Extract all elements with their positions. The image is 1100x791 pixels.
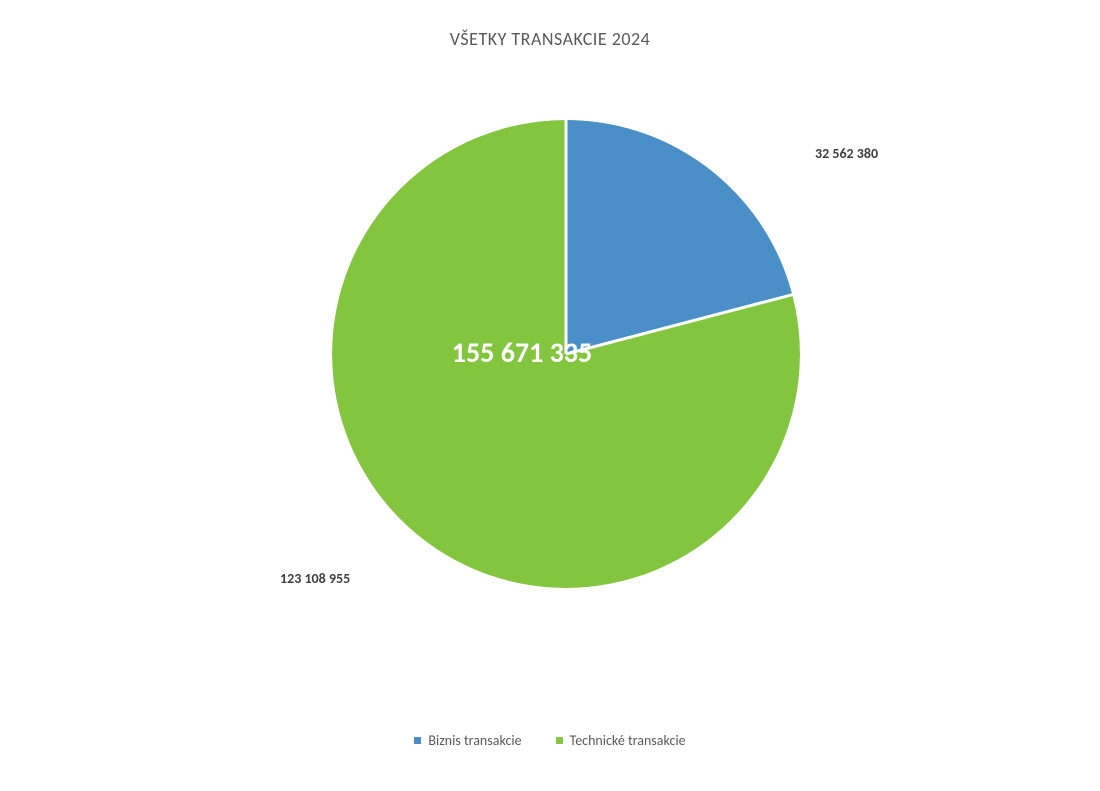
legend-marker-technicke xyxy=(556,737,563,744)
data-label-technicke: 123 108 955 xyxy=(280,570,350,587)
pie-center-total-label: 155 671 335 xyxy=(392,335,652,370)
legend-label-biznis: Biznis transakcie xyxy=(428,732,521,749)
legend-label-technicke: Technické transakcie xyxy=(570,732,686,749)
legend-marker-biznis xyxy=(414,737,421,744)
pie-plot-area: 155 671 335 xyxy=(332,120,800,588)
chart-legend: Biznis transakcie Technické transakcie xyxy=(0,732,1100,749)
legend-item-biznis: Biznis transakcie xyxy=(414,732,521,749)
chart-title: VŠETKY TRANSAKCIE 2024 xyxy=(0,28,1100,50)
pie-chart-container: VŠETKY TRANSAKCIE 2024 155 671 335 32 56… xyxy=(0,0,1100,791)
legend-item-technicke: Technické transakcie xyxy=(556,732,686,749)
data-label-biznis: 32 562 380 xyxy=(815,145,878,162)
